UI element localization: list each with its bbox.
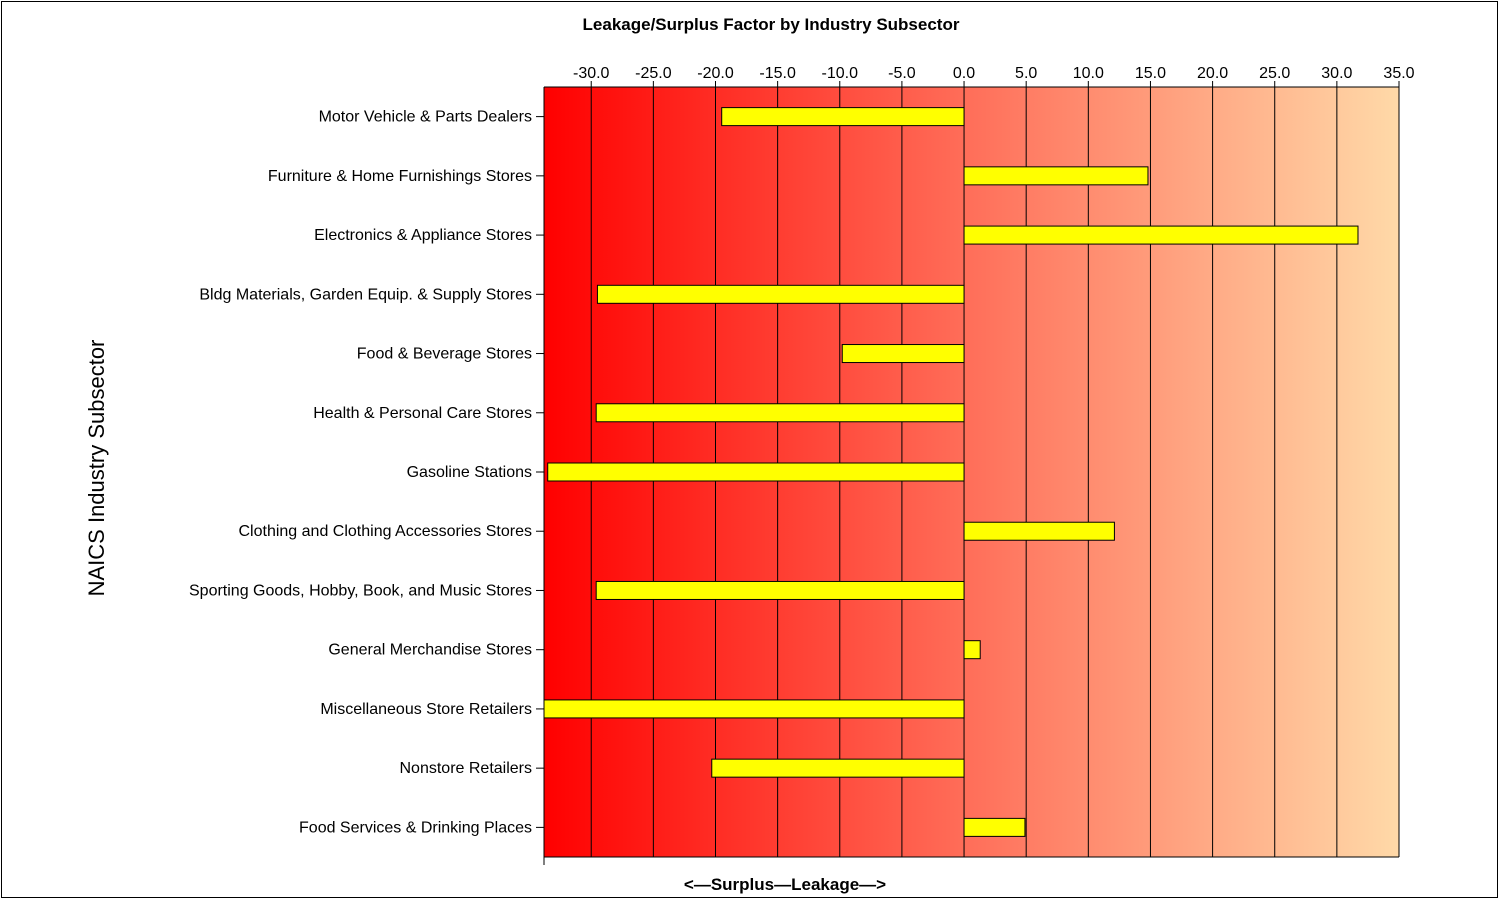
category-label: Miscellaneous Store Retailers [320,701,532,718]
x-axis-label: <—Surplus—Leakage—> [684,875,886,894]
bar [547,462,965,482]
x-tick-label: 15.0 [1135,65,1166,82]
bar [963,521,1115,541]
category-label: Bldg Materials, Garden Equip. & Supply S… [199,286,532,303]
bar [711,758,965,778]
bar [595,403,965,423]
category-label: Food Services & Drinking Places [299,819,532,836]
category-label: Nonstore Retailers [400,760,533,777]
bar [963,166,1149,186]
x-tick-label: 5.0 [1015,65,1037,82]
category-label: General Merchandise Stores [328,642,532,659]
x-tick-label: 30.0 [1321,65,1352,82]
bar [963,225,1359,245]
x-tick-label: -20.0 [697,65,734,82]
category-label: Food & Beverage Stores [357,346,532,363]
bar [963,817,1026,837]
bar [595,580,965,600]
bar [596,284,965,304]
category-label: Gasoline Stations [407,464,532,481]
chart-title: Leakage/Surplus Factor by Industry Subse… [583,15,960,34]
category-label: Health & Personal Care Stores [313,405,532,422]
x-tick-label: 0.0 [953,65,975,82]
x-tick-label: -5.0 [888,65,916,82]
category-label: Motor Vehicle & Parts Dealers [319,109,532,126]
category-label: Sporting Goods, Hobby, Book, and Music S… [189,582,532,599]
plot-area: -30.0 -25.0 -20.0 -15.0 -10.0 -5.0 0.0 5.0 10.0 1… [189,65,1415,865]
y-axis-label: NAICS Industry Subsector [84,340,109,597]
x-tick-label: 35.0 [1383,65,1414,82]
x-tick-label: 25.0 [1259,65,1290,82]
category-label: Furniture & Home Furnishings Stores [268,168,532,185]
category-label: Clothing and Clothing Accessories Stores [239,523,533,540]
x-tick-label: 20.0 [1197,65,1228,82]
bar [963,640,981,660]
x-tick-label: 10.0 [1073,65,1104,82]
bar [721,107,965,127]
x-tick-label: -25.0 [635,65,672,82]
bar [841,344,965,364]
x-tick-label: -30.0 [573,65,610,82]
category-label: Electronics & Appliance Stores [314,227,532,244]
x-tick-label: -10.0 [822,65,859,82]
x-tick-label: -15.0 [759,65,796,82]
bar [543,699,965,719]
